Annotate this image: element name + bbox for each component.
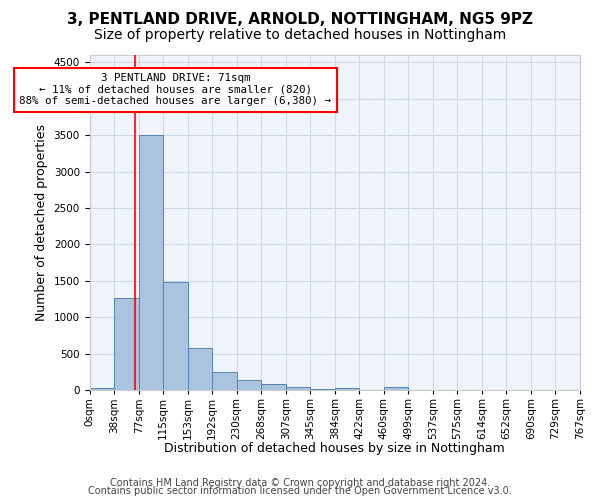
Bar bbox=[384, 387, 409, 390]
Text: 3 PENTLAND DRIVE: 71sqm
← 11% of detached houses are smaller (820)
88% of semi-d: 3 PENTLAND DRIVE: 71sqm ← 11% of detache… bbox=[19, 73, 331, 106]
Bar bbox=[212, 372, 237, 390]
Bar bbox=[163, 282, 188, 390]
Text: Contains public sector information licensed under the Open Government Licence v3: Contains public sector information licen… bbox=[88, 486, 512, 496]
Bar bbox=[188, 348, 212, 390]
Bar bbox=[286, 387, 310, 390]
Bar bbox=[139, 135, 163, 390]
Text: 3, PENTLAND DRIVE, ARNOLD, NOTTINGHAM, NG5 9PZ: 3, PENTLAND DRIVE, ARNOLD, NOTTINGHAM, N… bbox=[67, 12, 533, 28]
Y-axis label: Number of detached properties: Number of detached properties bbox=[35, 124, 48, 321]
Bar bbox=[89, 388, 114, 390]
Text: Contains HM Land Registry data © Crown copyright and database right 2024.: Contains HM Land Registry data © Crown c… bbox=[110, 478, 490, 488]
X-axis label: Distribution of detached houses by size in Nottingham: Distribution of detached houses by size … bbox=[164, 442, 505, 455]
Text: Size of property relative to detached houses in Nottingham: Size of property relative to detached ho… bbox=[94, 28, 506, 42]
Bar bbox=[335, 388, 359, 390]
Bar bbox=[261, 384, 286, 390]
Bar bbox=[114, 298, 139, 390]
Bar bbox=[237, 380, 261, 390]
Bar bbox=[310, 388, 335, 390]
